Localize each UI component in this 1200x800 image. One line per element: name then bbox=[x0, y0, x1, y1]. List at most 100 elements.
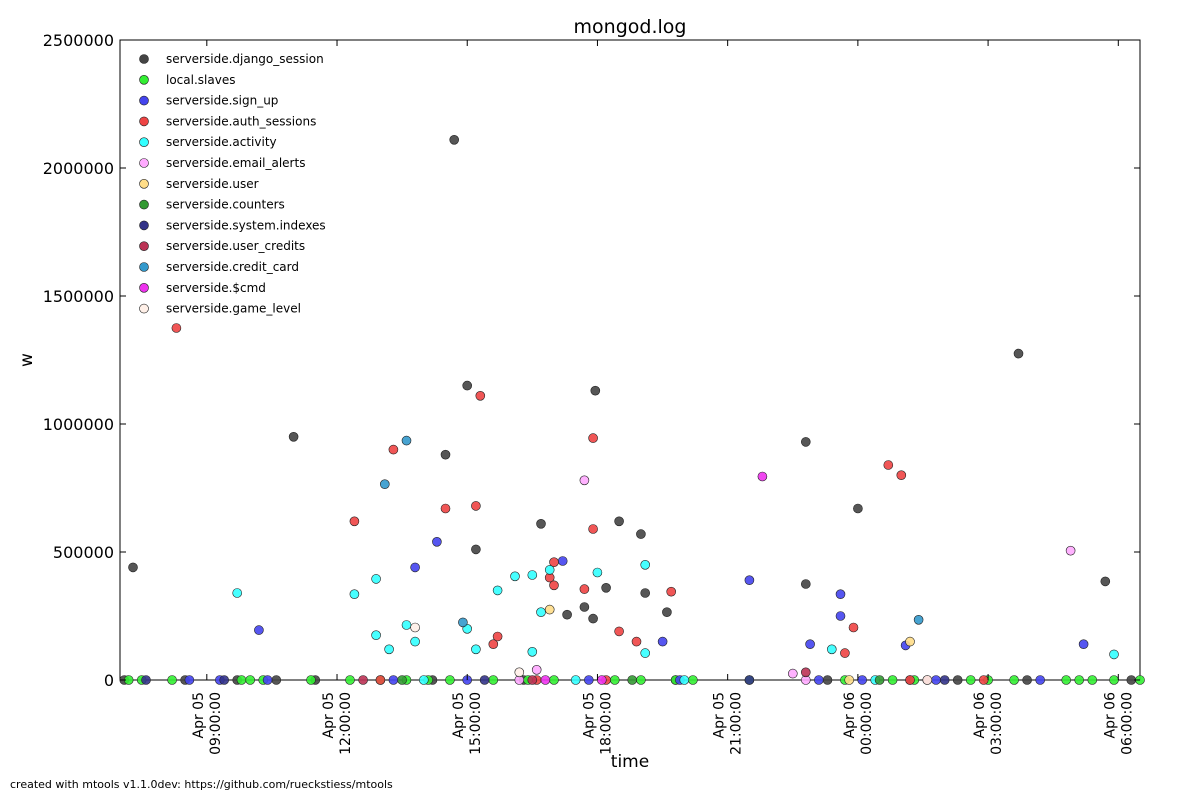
data-point bbox=[590, 385, 601, 396]
data-point bbox=[371, 630, 381, 641]
legend-marker bbox=[139, 137, 149, 147]
data-point bbox=[609, 675, 620, 685]
series-12 bbox=[410, 622, 933, 685]
data-point bbox=[1100, 576, 1111, 587]
data-point bbox=[401, 435, 412, 446]
data-point bbox=[371, 574, 381, 584]
data-point bbox=[601, 582, 611, 593]
data-point bbox=[527, 675, 538, 685]
data-point bbox=[462, 380, 473, 391]
data-point bbox=[549, 675, 559, 685]
legend-label: serverside.email_alerts bbox=[166, 156, 305, 170]
series-10 bbox=[379, 435, 924, 628]
data-point bbox=[171, 323, 182, 333]
data-point bbox=[527, 570, 538, 580]
series-11 bbox=[540, 471, 768, 685]
data-point bbox=[536, 518, 546, 529]
data-point bbox=[358, 675, 368, 685]
data-point bbox=[1109, 675, 1119, 685]
data-point bbox=[1074, 675, 1084, 685]
data-point bbox=[579, 475, 590, 486]
legend-label: serverside.system.indexes bbox=[166, 218, 326, 232]
x-tick-label: Apr 0603:00:00 bbox=[972, 692, 1005, 755]
data-point bbox=[440, 503, 451, 514]
data-point bbox=[479, 675, 490, 685]
legend-marker bbox=[139, 220, 149, 231]
data-point bbox=[540, 675, 551, 685]
x-tick-label: Apr 0521:00:00 bbox=[712, 692, 745, 755]
y-tick-label: 2500000 bbox=[43, 31, 114, 50]
data-point bbox=[922, 675, 933, 685]
series-8 bbox=[141, 675, 950, 685]
series-7 bbox=[397, 675, 885, 685]
data-point bbox=[835, 611, 846, 621]
data-point bbox=[614, 626, 624, 637]
series-1 bbox=[123, 675, 1145, 685]
data-point bbox=[800, 667, 811, 678]
data-point bbox=[1087, 675, 1098, 685]
data-point bbox=[471, 644, 481, 655]
legend-label: serverside.counters bbox=[166, 198, 285, 212]
legend-marker bbox=[139, 158, 149, 168]
data-point bbox=[905, 636, 915, 647]
data-point bbox=[1065, 545, 1076, 556]
legend-label: serverside.auth_sessions bbox=[166, 114, 316, 128]
legend-marker bbox=[139, 95, 149, 106]
data-point bbox=[853, 503, 863, 514]
legend: serverside.django_session local.slaves ser… bbox=[139, 52, 326, 316]
data-point bbox=[883, 460, 894, 470]
data-point bbox=[544, 565, 555, 575]
data-point bbox=[1035, 675, 1045, 685]
data-point bbox=[167, 675, 177, 685]
data-point bbox=[271, 675, 282, 685]
legend-label: serverside.credit_card bbox=[166, 260, 299, 274]
data-point bbox=[813, 675, 824, 685]
data-point bbox=[757, 471, 768, 482]
data-point bbox=[965, 675, 976, 685]
data-point bbox=[744, 575, 755, 586]
data-point bbox=[475, 390, 486, 401]
data-point bbox=[905, 675, 915, 685]
data-point bbox=[627, 675, 638, 685]
data-point bbox=[688, 675, 698, 685]
data-point bbox=[679, 675, 690, 685]
data-point bbox=[544, 604, 555, 615]
data-point bbox=[492, 585, 503, 596]
data-point bbox=[640, 588, 651, 598]
data-point bbox=[262, 675, 273, 685]
data-point bbox=[826, 644, 837, 655]
data-point bbox=[592, 567, 603, 578]
data-point bbox=[397, 675, 407, 685]
data-point bbox=[549, 580, 559, 591]
data-point bbox=[510, 571, 520, 582]
data-point bbox=[440, 449, 451, 460]
legend-label: serverside.user bbox=[166, 177, 259, 191]
data-point bbox=[445, 675, 455, 685]
data-point bbox=[1061, 675, 1071, 685]
data-point bbox=[349, 516, 360, 527]
data-point bbox=[254, 625, 264, 635]
data-point bbox=[588, 433, 598, 443]
data-point bbox=[657, 636, 668, 647]
data-point bbox=[896, 470, 907, 481]
y-tick-label: 0 bbox=[104, 671, 114, 690]
legend-marker bbox=[139, 241, 149, 251]
legend-label: serverside.user_credits bbox=[166, 239, 305, 253]
legend-marker bbox=[139, 303, 149, 314]
data-point bbox=[952, 675, 963, 685]
data-point bbox=[379, 479, 390, 490]
data-point bbox=[666, 586, 677, 597]
data-point bbox=[913, 614, 924, 625]
legend-label: serverside.activity bbox=[166, 135, 277, 149]
legend-marker bbox=[139, 75, 149, 85]
chart-title: mongod.log bbox=[574, 16, 687, 38]
data-point bbox=[614, 516, 624, 527]
data-point bbox=[306, 675, 316, 685]
data-point bbox=[844, 675, 855, 685]
data-point bbox=[557, 556, 568, 566]
data-point bbox=[978, 675, 989, 685]
data-point bbox=[375, 675, 386, 685]
y-tick-label: 1000000 bbox=[43, 415, 114, 434]
data-point bbox=[488, 675, 499, 685]
